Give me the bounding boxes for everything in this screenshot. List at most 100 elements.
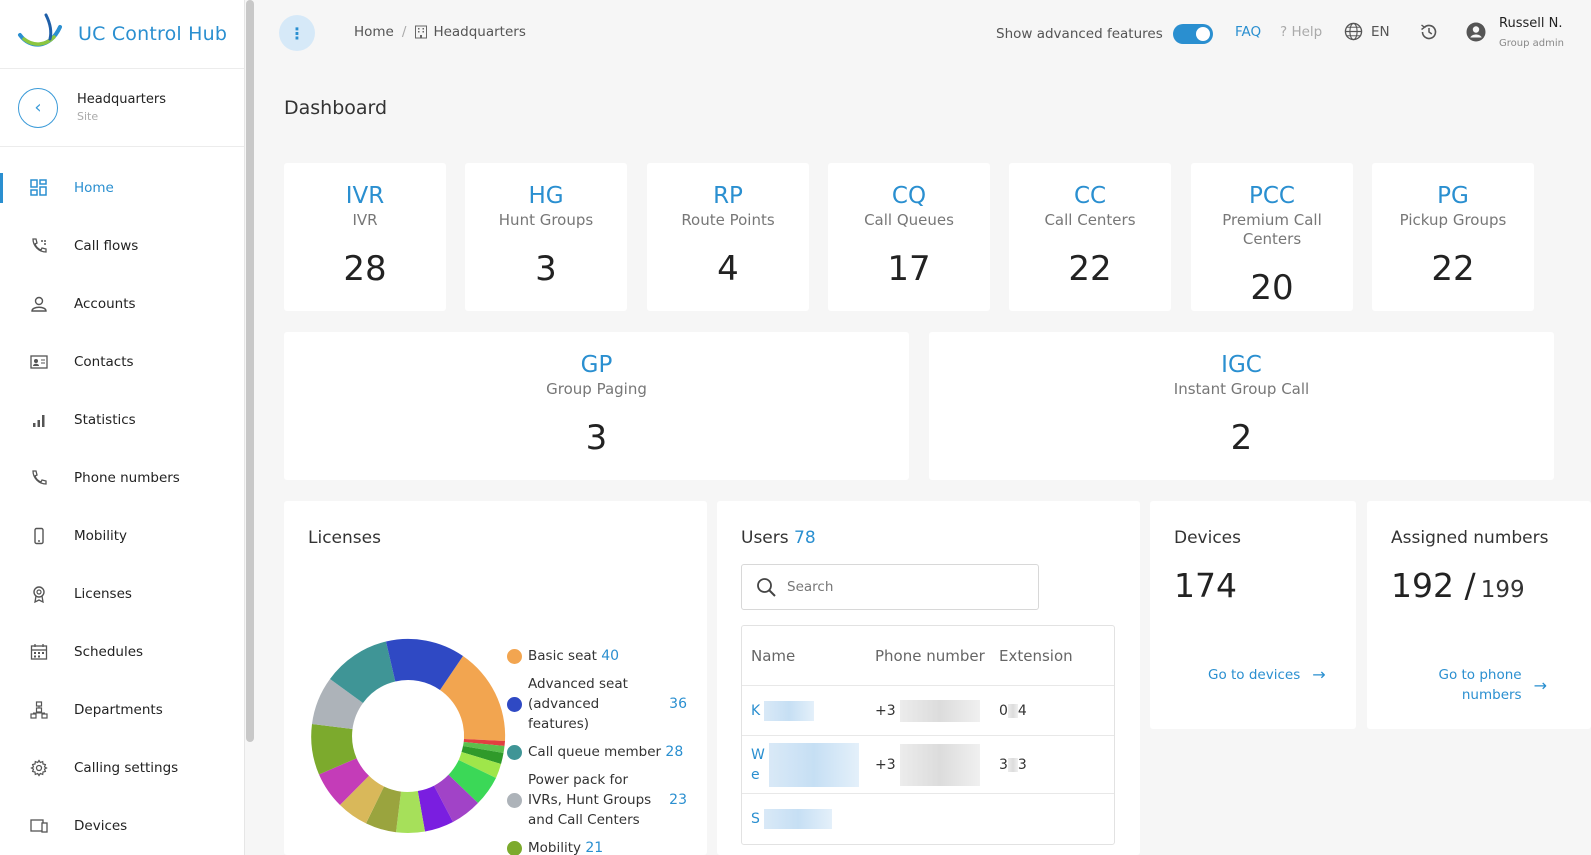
gear-icon [29,758,49,778]
table-row[interactable]: S [742,794,1114,844]
site-name: Headquarters [77,92,167,107]
advanced-features-label: Show advanced features [996,26,1163,42]
donut-slice-advanced-seat [386,638,463,690]
donut-slice-call-queue-member [330,641,396,703]
assigned-numbers-total: 199 [1480,577,1525,603]
user-phone: +3 [875,756,896,773]
user-avatar-icon[interactable] [1466,22,1486,42]
stat-abbr: GP [580,352,613,378]
legend-swatch [507,840,522,855]
sidebar-scrollbar[interactable] [246,0,254,742]
user-extension-b: 4 [1017,702,1027,719]
sidebar-item-schedules[interactable]: Schedules [0,623,244,681]
stat-card-ivr[interactable]: IVR IVR 28 [284,163,446,311]
user-name-link[interactable]: K [751,702,761,719]
users-count: 78 [794,528,816,548]
legend-label: Basic seat [528,648,597,664]
mobile-phone-icon [29,526,49,546]
stat-card-pickup-groups[interactable]: PG Pickup Groups 22 [1372,163,1534,311]
go-to-phone-numbers-link[interactable]: Go to phone numbers → [1427,665,1547,705]
globe-icon [1344,22,1363,41]
sidebar-item-licenses[interactable]: Licenses [0,565,244,623]
back-button[interactable]: ‹ [18,87,58,128]
user-name-link[interactable]: S [751,811,760,827]
stat-value: 3 [535,249,557,289]
breadcrumb-separator: / [401,24,407,40]
history-icon[interactable] [1419,22,1439,42]
person-icon [29,294,49,314]
stat-card-premium-call-centers[interactable]: PCC Premium Call Centers 20 [1191,163,1353,311]
sidebar-item-statistics[interactable]: Statistics [0,391,244,449]
call-flow-icon [29,236,49,256]
users-card: Users 78 Name Phone number Extension K +… [717,501,1140,855]
language-selector[interactable]: EN [1344,22,1390,41]
sidebar-item-phone-numbers[interactable]: Phone numbers [0,449,244,507]
stat-card-instant-group-call[interactable]: IGC Instant Group Call 2 [929,332,1554,480]
stat-card-hunt-groups[interactable]: HG Hunt Groups 3 [465,163,627,311]
assigned-numbers-used: 192 / [1391,566,1476,605]
site-type: Site [77,110,99,123]
sidebar-item-label: Home [74,180,114,196]
stat-card-group-paging[interactable]: GP Group Paging 3 [284,332,909,480]
legend-item-call-queue-member: Call queue member 28 [507,742,687,762]
user-role: Group admin [1499,38,1564,49]
stat-card-call-queues[interactable]: CQ Call Queues 17 [828,163,990,311]
go-to-devices-link[interactable]: Go to devices → [1208,665,1326,684]
breadcrumb-home[interactable]: Home [354,24,394,40]
building-icon [415,25,428,39]
help-link[interactable]: ? Help [1280,24,1323,40]
kebab-icon: ⋮ [289,23,305,43]
stat-card-call-centers[interactable]: CC Call Centers 22 [1009,163,1171,311]
user-extension-a: 0 [999,702,1008,719]
sidebar-item-mobility[interactable]: Mobility [0,507,244,565]
more-menu-button[interactable]: ⋮ [279,15,315,51]
sidebar-item-contacts[interactable]: Contacts [0,333,244,391]
users-search-box[interactable] [741,564,1039,610]
legend-label: Advanced seat (advanced features) [528,676,628,732]
stat-label: Route Points [681,211,775,229]
user-extension-a: 3 [999,756,1008,773]
stat-card-route-points[interactable]: RP Route Points 4 [647,163,809,311]
user-name[interactable]: Russell N. [1499,16,1563,31]
sidebar-item-accounts[interactable]: Accounts [0,275,244,333]
stat-value: 22 [1068,249,1112,289]
site-selector[interactable]: ‹ Headquarters Site [0,69,244,147]
sidebar-item-label: Call flows [74,238,139,254]
stat-label: Instant Group Call [1173,380,1310,398]
faq-link[interactable]: FAQ [1235,24,1262,40]
users-search-input[interactable] [787,579,1027,595]
users-title-row: Users 78 [741,528,816,548]
legend-item-power-pack: Power pack for IVRs, Hunt Groups and Cal… [507,770,687,830]
column-header-phone[interactable]: Phone number [875,646,985,665]
table-header-row: Name Phone number Extension [742,626,1114,686]
sidebar-item-departments[interactable]: Departments [0,681,244,739]
stat-value: 22 [1431,249,1475,289]
legend-swatch [507,744,522,760]
brand-header: UC Control Hub [0,0,244,69]
stat-label: Call Queues [864,211,954,229]
sidebar-item-home[interactable]: Home [0,159,244,217]
legend-swatch [507,792,522,808]
sidebar-item-call-flows[interactable]: Call flows [0,217,244,275]
sidebar: UC Control Hub ‹ Headquarters Site Home … [0,0,245,855]
sidebar-item-devices[interactable]: Devices [0,797,244,855]
stat-abbr: PG [1437,183,1469,209]
sidebar-item-calling-settings[interactable]: Calling settings [0,739,244,797]
column-header-name[interactable]: Name [751,646,796,665]
licenses-title: Licenses [308,528,381,548]
devices-icon [29,816,49,836]
redacted-name [768,742,859,787]
legend-label: Call queue member [528,744,662,760]
advanced-features-toggle[interactable] [1172,24,1213,44]
legend-value: 23 [669,792,687,808]
user-name-line-1: W [751,746,765,763]
column-header-extension[interactable]: Extension [999,646,1073,665]
stat-label: Call Centers [1044,211,1136,229]
donut-slice [461,746,504,764]
legend-value: 28 [665,744,684,760]
user-phone: +3 [875,702,896,719]
breadcrumb: Home / Headquarters [354,24,526,40]
